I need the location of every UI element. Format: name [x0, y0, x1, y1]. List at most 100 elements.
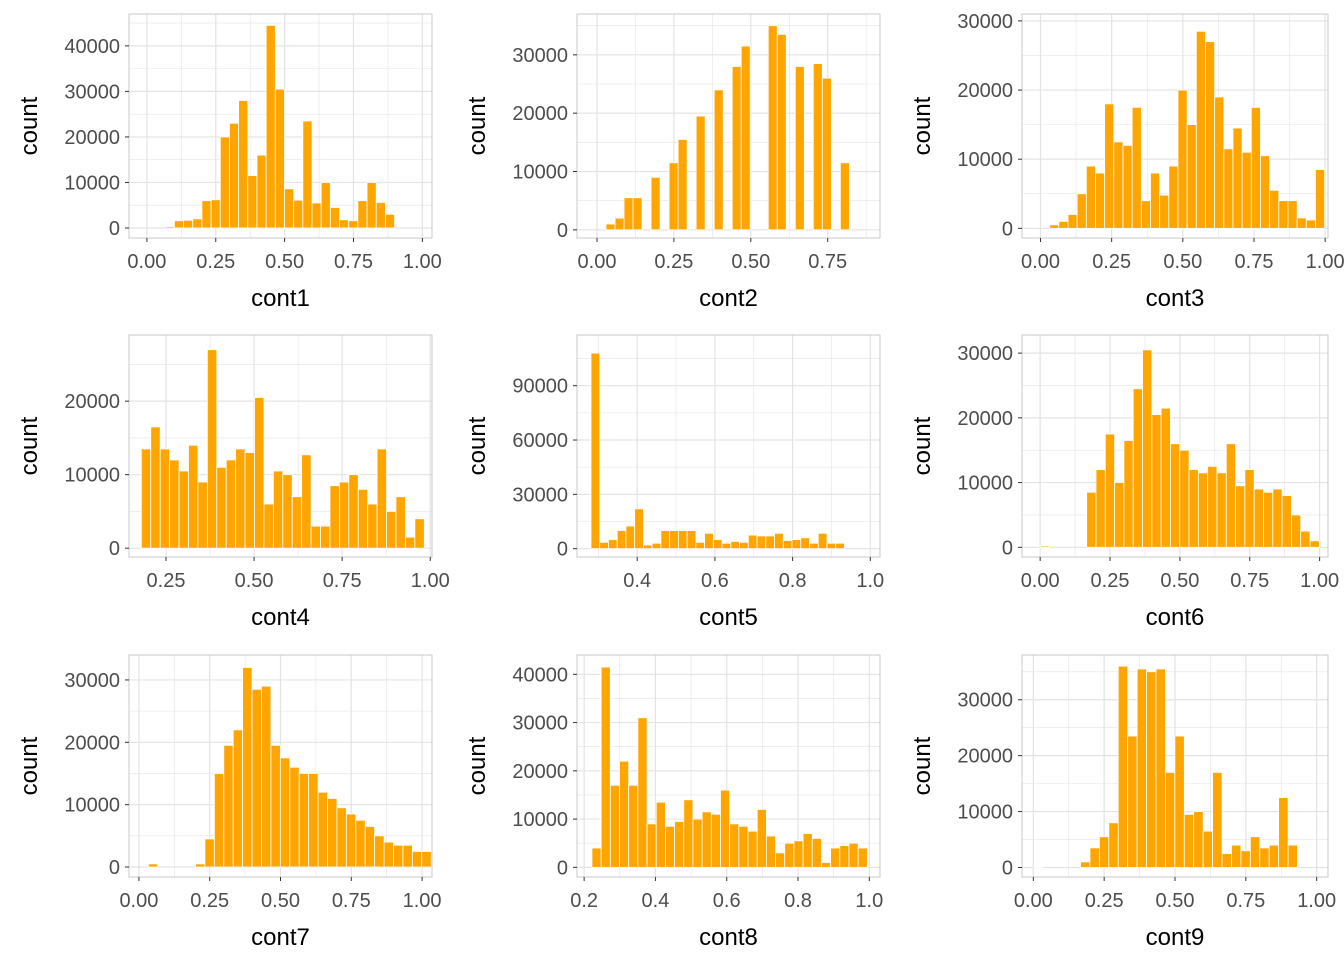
panel-border [576, 334, 881, 558]
histogram-bar [835, 542, 845, 550]
y-tick-label: 30000 [512, 713, 568, 735]
histogram-bar [367, 503, 378, 549]
histogram-bar [650, 176, 661, 231]
x-tick-label: 0.00 [578, 251, 617, 273]
histogram-bar [1095, 172, 1106, 229]
histogram-bar [1195, 30, 1206, 229]
histogram-bar [414, 518, 425, 549]
histogram-bar [357, 200, 368, 229]
histogram-bar [704, 532, 714, 550]
histogram-bar [1140, 200, 1151, 229]
histogram-bar [713, 89, 724, 231]
y-axis-title: count [16, 96, 43, 155]
histogram-bar [1268, 844, 1280, 868]
histogram-bar [774, 532, 784, 550]
histogram-bar [383, 841, 394, 868]
y-tick-label: 20000 [64, 732, 120, 754]
histogram-bar [192, 218, 203, 229]
x-tick-label: 0.25 [1091, 570, 1130, 592]
x-tick-label: 0.8 [779, 570, 807, 592]
histogram-bar [183, 219, 194, 229]
y-axis-title: count [464, 736, 491, 795]
histogram-bar [188, 444, 199, 549]
histogram-bar [235, 448, 246, 549]
cont6-histogram: 0.00 0.25 0.50 0.75 1.00 0 10000 20000 30000 cont… [909, 334, 1339, 631]
histogram-bar [794, 66, 805, 231]
histogram-bar [1058, 221, 1069, 229]
x-tick-label: 1.00 [1306, 251, 1344, 273]
histogram-bar [229, 122, 240, 229]
histogram-bar [839, 162, 850, 231]
cont4-histogram: 0.25 0.50 0.75 1.00 0 10000 20000 cont4 count [16, 334, 450, 631]
histogram-bar [1309, 540, 1320, 548]
histogram-bar [1287, 844, 1298, 868]
histogram-bar [756, 535, 767, 550]
cont3-histogram: 0.00 0.25 0.50 0.75 1.00 0 10000 20000 30000 cont… [909, 11, 1344, 312]
y-tick-label: 10000 [957, 149, 1013, 171]
y-tick-label: 10000 [64, 465, 120, 487]
histogram-bar [826, 542, 837, 550]
histogram-bar [223, 745, 234, 868]
histogram-bar [219, 136, 230, 229]
histogram-bar [1216, 472, 1227, 548]
histogram-bar [729, 823, 740, 868]
histogram-bar [619, 760, 630, 868]
histogram-bar [310, 525, 321, 549]
histogram-bar [1076, 193, 1087, 229]
y-tick-label: 20000 [957, 80, 1013, 102]
histogram-bar [695, 115, 706, 231]
histogram-bar [1278, 200, 1289, 229]
y-tick-label: 0 [1002, 857, 1013, 879]
histogram-bar [1080, 861, 1091, 868]
histogram-bar [1278, 797, 1289, 868]
histogram-bar [677, 530, 688, 550]
histogram-bar [411, 851, 423, 868]
histogram-bar [1132, 388, 1143, 548]
x-tick-label: 0.75 [1235, 251, 1274, 273]
histogram-bar [1098, 836, 1110, 868]
histogram-bar [308, 773, 319, 868]
histogram-bar [147, 863, 159, 868]
cont2-histogram: 0.00 0.25 0.50 0.75 0 10000 20000 30000 cont2 cou… [464, 13, 881, 312]
histogram-bar [1159, 194, 1170, 229]
histogram-bar [251, 688, 262, 868]
histogram-bar [348, 474, 359, 549]
x-tick-label: 0.4 [642, 890, 670, 912]
histogram-bar [293, 199, 304, 229]
y-tick-label: 10000 [512, 162, 568, 184]
histogram-bar [1155, 668, 1166, 868]
histogram-bar [625, 525, 636, 550]
histogram-bar [1032, 866, 1044, 868]
histogram-bar [1241, 151, 1252, 229]
y-tick-label: 30000 [957, 11, 1013, 33]
histogram-bar [265, 24, 276, 229]
histogram-bar [329, 207, 340, 229]
histogram-bar [655, 801, 666, 868]
histogram-bar [1186, 124, 1197, 229]
histogram-bar [366, 182, 377, 229]
y-tick-label: 20000 [512, 761, 568, 783]
histogram-bar [1300, 530, 1311, 548]
histogram-bar [756, 809, 767, 868]
histogram-bar [695, 541, 706, 550]
x-axis-title: cont9 [1146, 924, 1205, 951]
histogram-bar [345, 813, 357, 868]
x-tick-label: 0.25 [654, 251, 693, 273]
x-tick-label: 0.75 [332, 890, 371, 912]
histogram-bar [600, 666, 611, 868]
x-tick-label: 0.75 [334, 251, 373, 273]
histogram-bar [247, 175, 258, 229]
histogram-bar [730, 541, 740, 550]
histogram-bar [1263, 491, 1274, 548]
cont8-histogram: 0.2 0.4 0.6 0.8 1.0 0 10000 20000 30000 40000 cont… [464, 654, 883, 951]
x-tick-label: 0.50 [1156, 890, 1195, 912]
histogram-bar [1168, 165, 1179, 229]
x-tick-label: 0.50 [731, 251, 770, 273]
histogram-bar [1221, 853, 1232, 868]
y-tick-label: 20000 [957, 746, 1013, 768]
histogram-bar [739, 541, 749, 550]
histogram-bar [802, 833, 813, 868]
histogram-bar [800, 537, 810, 550]
histogram-bar [1197, 472, 1209, 548]
